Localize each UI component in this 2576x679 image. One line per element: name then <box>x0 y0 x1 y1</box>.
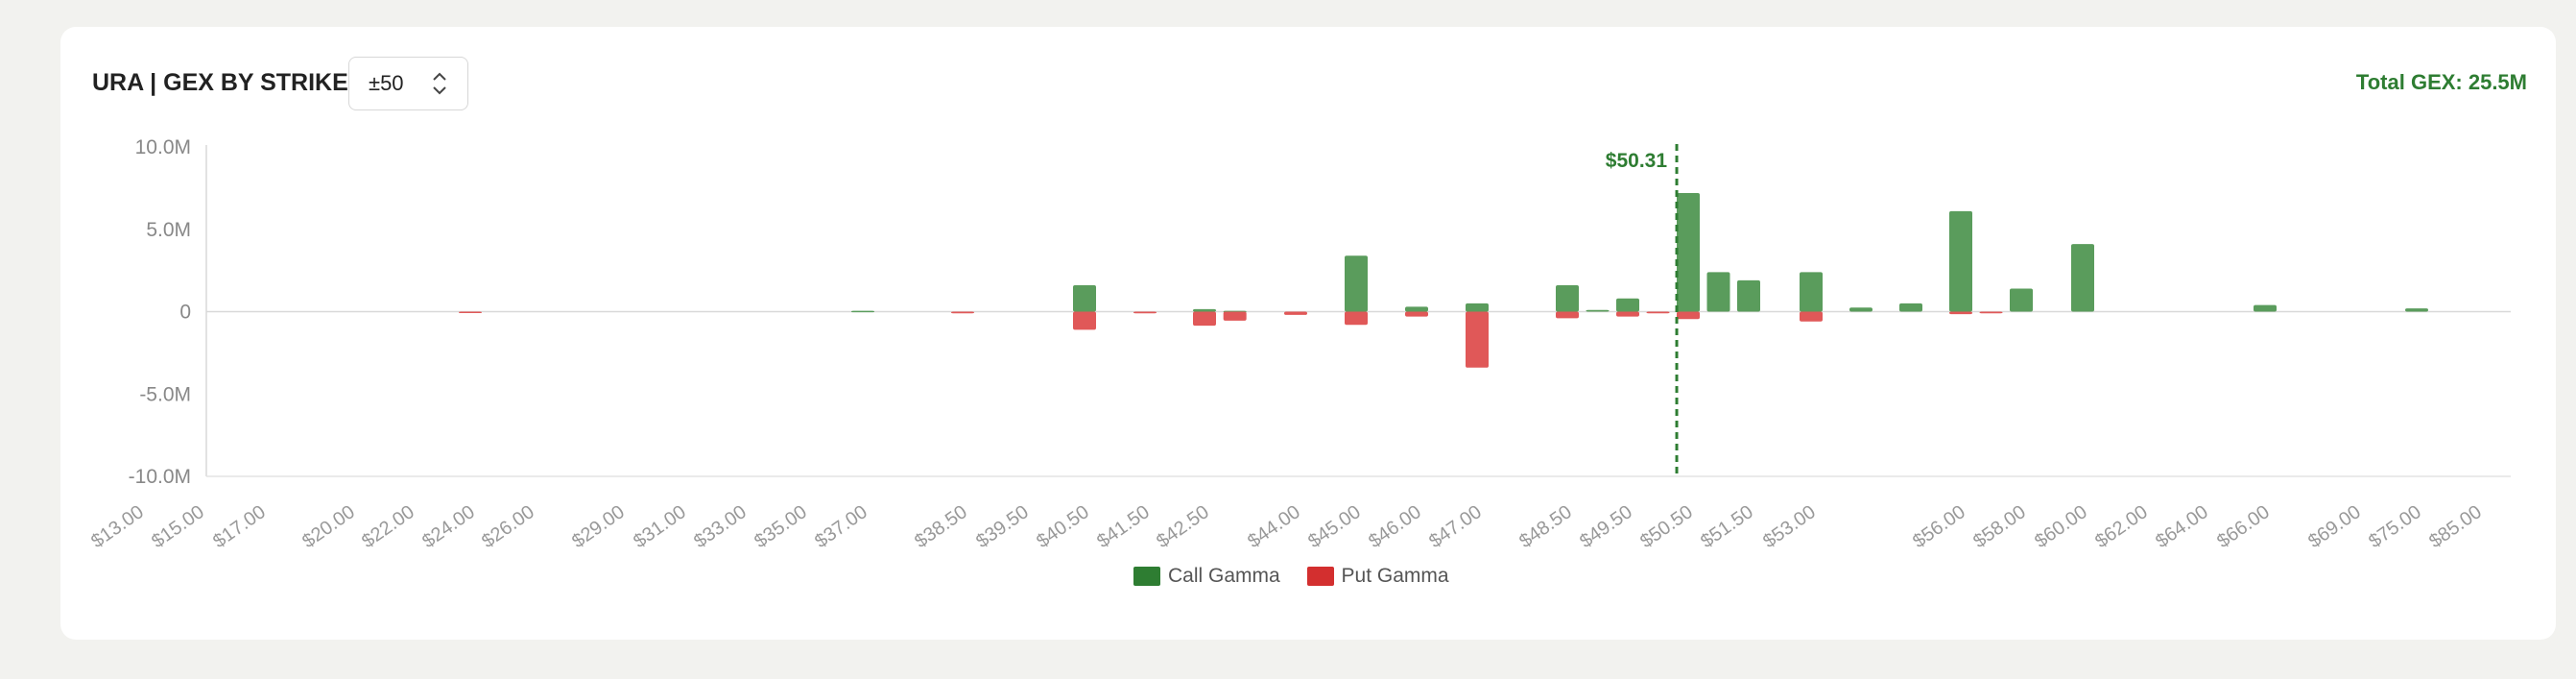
x-tick-label: $24.00 <box>418 501 479 552</box>
x-tick-label: $58.00 <box>1969 501 2030 552</box>
x-tick-label: $53.00 <box>1759 501 1820 552</box>
x-tick-label: $22.00 <box>358 501 418 552</box>
x-tick-label: $49.50 <box>1576 501 1636 552</box>
legend-label-put: Put Gamma <box>1341 565 1449 587</box>
x-tick-label: $62.00 <box>2091 501 2152 552</box>
put-bar <box>1345 311 1368 326</box>
x-tick-label: $50.50 <box>1636 501 1697 552</box>
total-gex: Total GEX: 25.5M <box>2355 70 2527 94</box>
x-tick-label: $51.50 <box>1697 501 1757 552</box>
put-bar <box>1193 311 1216 327</box>
put-bar <box>1646 311 1670 314</box>
y-tick-label: 10.0M <box>135 136 191 158</box>
call-bar <box>851 310 874 313</box>
call-bar <box>2010 288 2033 312</box>
x-tick-label: $39.50 <box>972 501 1033 552</box>
put-bar <box>1073 311 1096 330</box>
y-tick-label: 0 <box>179 302 191 324</box>
call-bar <box>1556 285 1579 312</box>
put-bar <box>1800 311 1823 322</box>
legend-item-call[interactable]: Call Gamma <box>1133 565 1280 588</box>
x-tick-label: $47.00 <box>1425 501 1486 552</box>
call-bar <box>2254 304 2277 312</box>
x-tick-label: $46.00 <box>1365 501 1425 552</box>
x-tick-label: $35.00 <box>751 501 811 552</box>
x-tick-label: $26.00 <box>478 501 538 552</box>
call-bar <box>1737 279 1760 312</box>
x-tick-label: $31.00 <box>630 501 690 552</box>
y-tick-label: -5.0M <box>139 383 191 405</box>
call-bar <box>1899 303 1922 312</box>
call-bar <box>1677 193 1700 312</box>
put-bar <box>1405 311 1428 317</box>
x-tick-label: $20.00 <box>298 501 359 552</box>
call-bar <box>2071 244 2094 312</box>
put-bar <box>1949 311 1972 315</box>
call-bar <box>1466 303 1489 312</box>
legend-swatch-put <box>1306 567 1334 586</box>
call-bar <box>1073 285 1096 312</box>
call-bar <box>1405 306 1428 312</box>
call-bar <box>1586 309 1610 312</box>
legend-swatch-call <box>1133 567 1160 586</box>
x-tick-label: $75.00 <box>2365 501 2425 552</box>
put-bar <box>1133 311 1157 314</box>
put-bar <box>459 311 482 313</box>
x-tick-label: $33.00 <box>690 501 751 552</box>
chart-title: URA | GEX BY STRIKE <box>92 69 348 96</box>
call-bar <box>1800 272 1823 312</box>
x-tick-label: $40.50 <box>1033 501 1093 552</box>
strike-range-value: ±50 <box>369 71 404 95</box>
put-bar <box>1223 311 1247 321</box>
put-bar <box>1466 311 1489 368</box>
y-tick-label: -10.0M <box>129 466 191 488</box>
current-price-label: $50.31 <box>1606 150 1668 172</box>
put-bar <box>1677 311 1700 320</box>
legend-label-call: Call Gamma <box>1168 565 1280 587</box>
x-tick-label: $42.50 <box>1153 501 1213 552</box>
y-tick-label: 5.0M <box>146 219 191 241</box>
x-tick-label: $44.00 <box>1244 501 1304 552</box>
put-bar <box>1616 311 1639 317</box>
x-tick-label: $66.00 <box>2213 501 2274 552</box>
x-tick-label: $69.00 <box>2304 501 2365 552</box>
put-bar <box>1284 311 1307 315</box>
x-tick-label: $29.00 <box>568 501 629 552</box>
call-bar <box>1849 307 1872 312</box>
call-bar <box>1706 272 1730 312</box>
call-bar <box>1345 255 1368 312</box>
gex-bar-chart: 10.0M 5.0M 0 -5.0M -10.0M $13.00 $15.00 $17.00 $… <box>87 136 2511 552</box>
put-bar <box>1979 311 2003 314</box>
x-tick-label: $45.00 <box>1304 501 1365 552</box>
x-tick-label: $85.00 <box>2425 501 2486 552</box>
call-bar <box>1193 308 1216 312</box>
call-bar <box>1616 298 1639 312</box>
put-bar <box>1556 311 1579 319</box>
x-tick-label: $37.00 <box>811 501 871 552</box>
x-tick-label: $60.00 <box>2031 501 2091 552</box>
x-tick-label: $13.00 <box>87 501 148 552</box>
x-tick-label: $17.00 <box>209 501 270 552</box>
x-tick-label: $48.50 <box>1515 501 1576 552</box>
chart-legend: Call Gamma Put Gamma <box>1133 565 1470 592</box>
x-tick-label: $38.50 <box>911 501 971 552</box>
put-bar <box>951 311 974 314</box>
call-bar <box>2405 308 2428 312</box>
x-tick-label: $15.00 <box>148 501 208 552</box>
x-tick-label: $41.50 <box>1093 501 1154 552</box>
chart-card: URA | GEX BY STRIKE ±50 Total GEX: 25.5M… <box>60 27 2556 640</box>
strike-range-select[interactable]: ±50 <box>348 57 468 110</box>
chevron-up-down-icon <box>431 69 448 104</box>
x-tick-label: $64.00 <box>2152 501 2212 552</box>
call-bar <box>1949 210 1972 312</box>
legend-item-put[interactable]: Put Gamma <box>1306 565 1449 588</box>
x-tick-label: $56.00 <box>1909 501 1969 552</box>
